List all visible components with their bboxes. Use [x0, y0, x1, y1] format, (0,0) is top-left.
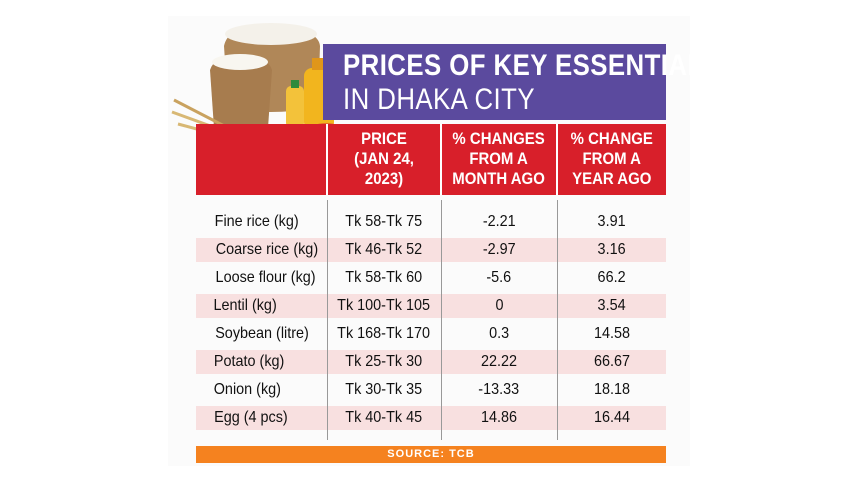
row-price: Tk 40-Tk 45 [345, 409, 423, 426]
header-price-label: PRICE (JAN 24, 2023) [354, 129, 414, 188]
table-row: Onion (kg) Tk 30-Tk 35 -13.33 18.18 [196, 378, 666, 402]
header-month-label: % CHANGES FROM A MONTH AGO [452, 129, 546, 188]
row-year-change: 3.54 [597, 297, 627, 314]
row-month-change: -2.21 [482, 213, 516, 230]
table-row: Egg (4 pcs) Tk 40-Tk 45 14.86 16.44 [196, 406, 666, 430]
header-month-change: % CHANGES FROM A MONTH AGO [442, 126, 556, 192]
flour-pile [212, 54, 268, 70]
table-row: Potato (kg) Tk 25-Tk 30 22.22 66.67 [196, 350, 666, 374]
row-year-change: 18.18 [593, 381, 631, 398]
page-subtitle: IN DHAKA CITY [343, 83, 535, 116]
row-month-change: 0.3 [488, 325, 510, 342]
header-year-label: % CHANGE FROM A YEAR AGO [570, 129, 654, 188]
header-price: PRICE (JAN 24, 2023) [328, 126, 440, 192]
row-price: Tk 168-Tk 170 [337, 325, 431, 342]
row-item: Lentil (kg) [213, 297, 277, 314]
row-item: Loose flour (kg) [215, 269, 316, 286]
oil-bottle-small [286, 86, 304, 128]
row-year-change: 66.67 [593, 353, 631, 370]
row-month-change: 0 [494, 297, 504, 314]
title-band [323, 44, 666, 120]
row-price: Tk 58-Tk 75 [345, 213, 423, 230]
header-divider [326, 124, 328, 195]
row-year-change: 16.44 [593, 409, 631, 426]
row-item: Coarse rice (kg) [215, 241, 319, 258]
page-title: PRICES OF KEY ESSENTIALS [343, 49, 722, 82]
row-year-change: 3.16 [597, 241, 627, 258]
row-item: Potato (kg) [213, 353, 285, 370]
column-divider [327, 200, 328, 440]
table-row: Soybean (litre) Tk 168-Tk 170 0.3 14.58 [196, 322, 666, 346]
source-note: SOURCE: TCB [196, 446, 666, 463]
table-row: Lentil (kg) Tk 100-Tk 105 0 3.54 [196, 294, 666, 318]
row-month-change: -13.33 [478, 381, 520, 398]
row-item: Fine rice (kg) [214, 213, 299, 230]
row-year-change: 66.2 [597, 269, 627, 286]
row-month-change: -5.6 [486, 269, 512, 286]
row-month-change: 22.22 [480, 353, 518, 370]
row-item: Onion (kg) [213, 381, 281, 398]
row-item: Egg (4 pcs) [214, 409, 288, 426]
flour-sack [210, 56, 272, 131]
row-price: Tk 46-Tk 52 [345, 241, 423, 258]
table-row: Fine rice (kg) Tk 58-Tk 75 -2.21 3.91 [196, 210, 666, 234]
row-price: Tk 25-Tk 30 [345, 353, 423, 370]
row-year-change: 14.58 [593, 325, 631, 342]
row-month-change: 14.86 [480, 409, 518, 426]
row-price: Tk 100-Tk 105 [337, 297, 431, 314]
table-row: Loose flour (kg) Tk 58-Tk 60 -5.6 66.2 [196, 266, 666, 290]
row-price: Tk 30-Tk 35 [345, 381, 423, 398]
table-header [196, 124, 666, 195]
header-divider [440, 124, 442, 195]
column-divider [557, 200, 558, 440]
row-month-change: -2.97 [482, 241, 516, 258]
rice-pile [225, 23, 317, 45]
row-item: Soybean (litre) [215, 325, 309, 342]
row-price: Tk 58-Tk 60 [345, 269, 423, 286]
header-divider [556, 124, 558, 195]
table-row: Coarse rice (kg) Tk 46-Tk 52 -2.97 3.16 [196, 238, 666, 262]
column-divider [441, 200, 442, 440]
header-year-change: % CHANGE FROM A YEAR AGO [558, 126, 666, 192]
row-year-change: 3.91 [597, 213, 627, 230]
